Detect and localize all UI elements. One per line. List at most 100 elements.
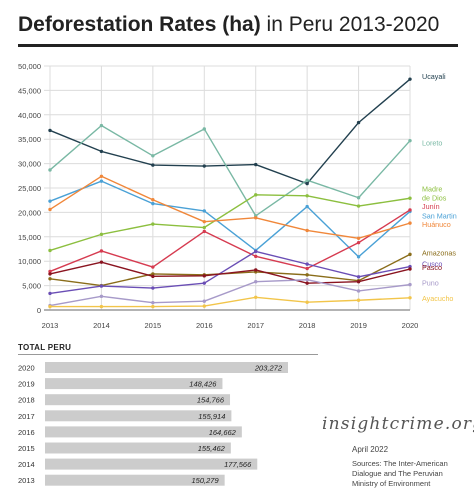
y-tick-label: 20,000 — [18, 208, 41, 217]
series-label-part: Amazonas — [422, 248, 456, 257]
data-point-pasco — [305, 281, 309, 285]
series-label-hu-nuco: Huánuco — [422, 220, 451, 229]
data-point-hu-nuco — [254, 216, 258, 220]
bar-value-label: 203,272 — [254, 364, 283, 373]
data-point-pasco — [356, 279, 361, 284]
data-point-pasco — [99, 260, 104, 264]
data-point-ayacucho — [356, 298, 361, 302]
data-point-puno — [305, 278, 309, 282]
data-point-jun-n — [254, 254, 258, 259]
x-tick-label: 2013 — [42, 321, 59, 330]
data-point-san-martin — [99, 179, 104, 183]
x-tick-label: 2020 — [402, 321, 419, 330]
series-label-part: de Dios — [422, 194, 447, 203]
data-point-jun-n — [99, 249, 104, 253]
data-point-ucayali — [99, 149, 104, 154]
data-point-loreto — [408, 138, 412, 143]
data-point-san-martin — [48, 199, 52, 203]
data-point-cusco — [254, 249, 258, 254]
bar-category-label: 2018 — [18, 396, 35, 405]
total-bar — [45, 442, 231, 454]
data-point-ucayali — [48, 128, 52, 133]
series-line-cusco — [49, 250, 411, 295]
y-tick-label: 45,000 — [18, 86, 41, 95]
data-point-jun-n — [202, 229, 206, 234]
series-label-madre-de-dios: Madre de Dios — [422, 185, 447, 203]
series-label-part: Huánuco — [422, 220, 451, 229]
series-label-ayacucho: Ayacucho — [422, 294, 453, 303]
bar-category-label: 2014 — [18, 460, 35, 469]
data-point-cusco — [48, 291, 52, 296]
bar-value-label: 154,766 — [197, 396, 225, 405]
data-point-ucayali — [305, 181, 309, 186]
series-line-hu-nuco — [49, 175, 411, 239]
bar-value-label: 155,462 — [198, 444, 226, 453]
data-point-san-martin — [151, 201, 155, 206]
bar-category-label: 2020 — [18, 364, 35, 373]
data-point-ayacucho — [151, 304, 155, 309]
data-point-ucayali — [408, 77, 412, 81]
data-point-puno — [151, 300, 155, 305]
data-point-ayacucho — [48, 304, 52, 309]
series-label-part: Ayacucho — [422, 294, 453, 303]
chart-title-rest: in Peru 2013-2020 — [260, 13, 440, 36]
data-point-cusco — [151, 286, 155, 290]
data-point-loreto — [305, 178, 309, 182]
total-bar — [45, 394, 231, 406]
data-point-puno — [408, 282, 412, 287]
bar-value-label: 148,426 — [189, 380, 217, 389]
data-point-cusco — [305, 262, 309, 266]
x-tick-label: 2015 — [145, 321, 162, 330]
data-point-ayacucho — [99, 304, 104, 309]
series-line-ayacucho — [50, 296, 411, 308]
series-label-part: Loreto — [422, 139, 442, 148]
data-point-puno — [202, 299, 206, 303]
data-point-cusco — [408, 264, 412, 269]
series-label-ucayali: Ucayali — [422, 72, 446, 81]
data-point-amazonas — [151, 272, 155, 276]
series-label-cusco: Cusco — [422, 260, 442, 269]
data-point-loreto — [151, 154, 155, 158]
data-point-jun-n — [408, 208, 412, 212]
series-line-ucayali — [49, 78, 411, 185]
data-point-ayacucho — [408, 296, 412, 300]
data-point-hu-nuco — [99, 174, 104, 178]
data-point-ayacucho — [202, 304, 206, 308]
bar-category-label: 2013 — [18, 476, 35, 485]
series-label-part: Madre — [422, 185, 442, 194]
data-point-ucayali — [356, 120, 361, 125]
total-bar — [45, 474, 225, 486]
series-line-puno — [49, 279, 411, 307]
total-bar — [45, 410, 232, 422]
series-label-part: San Martin — [422, 211, 457, 220]
data-point-puno — [356, 289, 361, 293]
totals-divider — [18, 354, 318, 355]
data-point-ayacucho — [305, 300, 309, 304]
series-label-part: Junín — [422, 202, 440, 211]
data-point-san-martin — [356, 255, 361, 259]
bar-category-label: 2016 — [18, 428, 35, 437]
data-point-madre-de-dios — [305, 194, 309, 198]
series-label-san-martin: San Martin — [422, 211, 457, 220]
data-point-hu-nuco — [151, 198, 155, 202]
x-tick-label: 2016 — [196, 321, 213, 330]
bar-value-label: 177,566 — [224, 460, 252, 469]
series-label-pasco: Pasco — [422, 263, 442, 272]
series-label-part: Ucayali — [422, 72, 446, 81]
publish-date: April 2022 — [352, 445, 389, 454]
data-point-hu-nuco — [305, 228, 309, 233]
sources-note: Sources: The Inter-American Dialogue and… — [352, 459, 448, 488]
series-label-amazonas: Amazonas — [422, 248, 456, 257]
series-line-jun-n — [49, 209, 411, 273]
data-point-jun-n — [356, 240, 361, 245]
x-tick-label: 2017 — [247, 321, 264, 330]
data-point-madre-de-dios — [151, 222, 155, 226]
bar-value-label: 150,279 — [192, 476, 220, 485]
data-point-ucayali — [151, 163, 155, 167]
chart-title: Deforestation Rates (ha) in Peru 2013-20… — [18, 8, 468, 42]
series-label-loreto: Loreto — [422, 139, 442, 148]
series-label-puno: Puno — [422, 279, 439, 288]
data-point-cusco — [99, 284, 104, 288]
data-point-puno — [99, 294, 104, 299]
data-point-pasco — [254, 268, 258, 272]
